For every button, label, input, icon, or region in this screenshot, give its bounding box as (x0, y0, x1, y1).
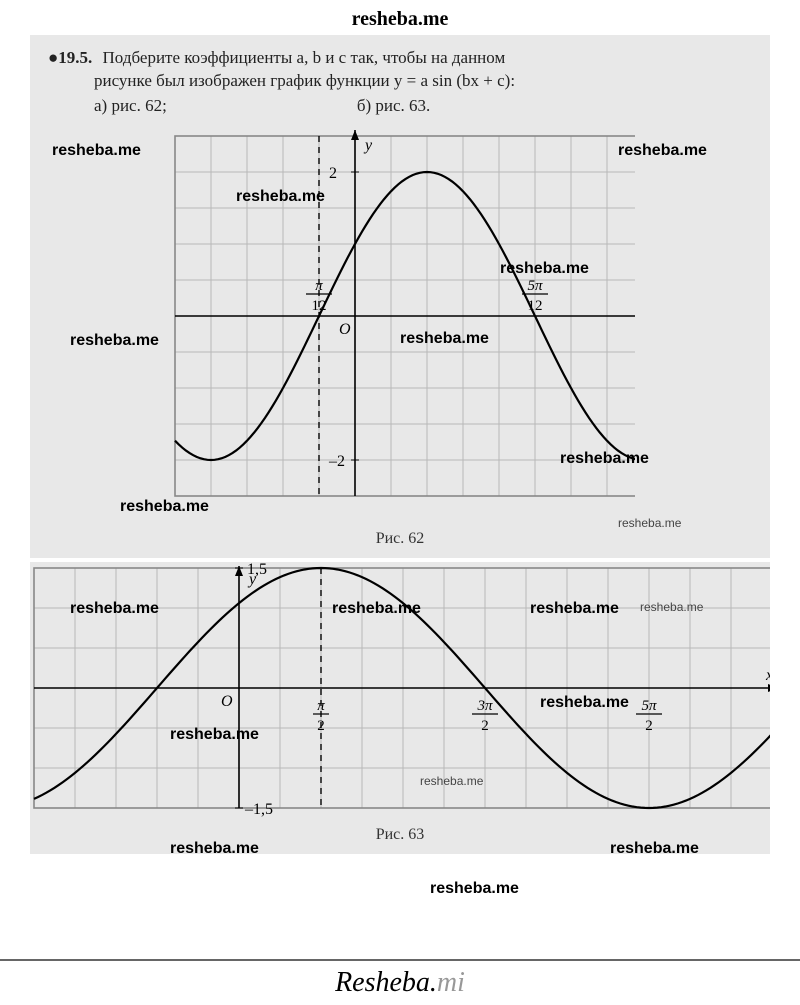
footer-main: Resheba. (335, 967, 437, 998)
header-watermark: resheba.me (0, 0, 800, 35)
svg-text:π: π (317, 698, 325, 714)
svg-text:–2: –2 (328, 453, 345, 470)
svg-text:2: 2 (645, 718, 653, 734)
problem-statement: ●19.5. Подберите коэффициенты a, b и c т… (30, 35, 770, 126)
svg-text:5π: 5π (641, 698, 657, 714)
svg-text:O: O (221, 693, 233, 710)
problem-number: ●19.5. (48, 48, 92, 67)
svg-text:–1,5: –1,5 (244, 801, 273, 818)
subpart-a: а) рис. 62; (94, 95, 167, 118)
svg-text:2: 2 (481, 718, 489, 734)
subpart-b: б) рис. 63. (357, 95, 430, 118)
svg-text:2: 2 (317, 718, 325, 734)
svg-text:y: y (363, 137, 373, 154)
chart-63: yxO1,5–1,5–3π2π23π25π2 (30, 562, 770, 822)
figure-63-caption: Рис. 63 (30, 822, 770, 848)
figure-63-wrap: yxO1,5–1,5–3π2π23π25π2 Рис. 63 (30, 562, 770, 854)
watermark-text: resheba.me (430, 880, 519, 898)
content-area: ●19.5. Подберите коэффициенты a, b и c т… (0, 35, 800, 854)
chart-62: yxO2–2π125π1211π12 (165, 126, 635, 526)
svg-text:5π: 5π (527, 278, 543, 294)
problem-line2: рисунке был изображен график функции y =… (94, 71, 515, 90)
svg-text:x: x (765, 667, 770, 684)
svg-text:1,5: 1,5 (247, 562, 267, 578)
svg-text:π: π (315, 278, 323, 294)
footer-tail: mi (437, 967, 465, 998)
svg-text:3π: 3π (476, 698, 493, 714)
figure-62-wrap: yxO2–2π125π1211π12 Рис. 62 (30, 126, 770, 558)
svg-text:2: 2 (329, 165, 337, 182)
footer-watermark: Resheba.mi (0, 959, 800, 999)
problem-line1: Подберите коэффициенты a, b и c так, что… (103, 48, 506, 67)
svg-text:O: O (339, 321, 351, 338)
figure-62-caption: Рис. 62 (30, 526, 770, 552)
